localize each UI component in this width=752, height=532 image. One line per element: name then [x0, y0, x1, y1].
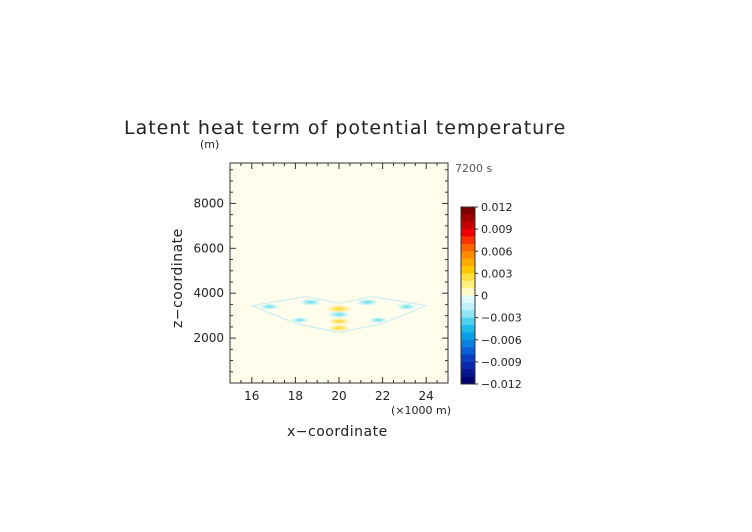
colorbar-segment [461, 273, 475, 282]
colorbar-label: −0.009 [481, 356, 522, 369]
colorbar-segment [461, 280, 475, 289]
colorbar-segment [461, 207, 475, 215]
colorbar-label: 0.009 [481, 223, 513, 236]
field-feature-5 [355, 298, 380, 307]
x-tick-label: 20 [331, 389, 346, 403]
colorbar-label: 0 [481, 290, 488, 303]
chart-title: Latent heat term of potential temperatur… [124, 117, 566, 139]
colorbar-segment [461, 251, 475, 259]
x-tick-label: 24 [419, 389, 434, 403]
colorbar-segment [461, 302, 475, 311]
colorbar-segment [461, 221, 475, 230]
field-feature-4 [298, 298, 323, 307]
field-feature-3 [326, 324, 352, 332]
colorbar-segment [461, 295, 475, 304]
colorbar-segment [461, 361, 475, 370]
x-tick-label: 22 [375, 389, 390, 403]
x-axis-ticks: 16 18 20 22 24 [229, 163, 449, 403]
y-tick-label: 4000 [193, 286, 224, 300]
colorbar: 0.012 0.009 0.006 0.003 0 −0.003 −0.006 −0.009 −… [460, 201, 522, 391]
x-tick-label: 16 [244, 389, 259, 403]
y-axis-label: z−coordinate [170, 228, 186, 328]
colorbar-segment [461, 229, 475, 237]
heat-field [249, 295, 429, 334]
colorbar-label: 0.006 [481, 245, 513, 258]
colorbar-segment [461, 288, 475, 296]
field-feature-2 [326, 317, 352, 326]
colorbar-segment [461, 332, 475, 341]
colorbar-segment [461, 266, 475, 274]
colorbar-label: −0.006 [481, 334, 522, 347]
time-label: 7200 s [455, 162, 492, 175]
colorbar-segment [461, 317, 475, 326]
colorbar-segment [461, 376, 475, 385]
field-feature-8 [289, 316, 310, 324]
colorbar-segment [461, 310, 475, 318]
y-tick-label: 6000 [193, 241, 224, 255]
field-feature-9 [368, 316, 389, 324]
colorbar-label: −0.003 [481, 312, 522, 325]
colorbar-segment [461, 236, 475, 245]
colorbar-segment [461, 214, 475, 223]
colorbar-segment [461, 258, 475, 267]
colorbar-segment [461, 347, 475, 355]
field-feature-7 [395, 303, 418, 311]
plot-area [230, 163, 448, 383]
y-tick-label: 8000 [193, 196, 224, 210]
x-axis-label: x−coordinate [287, 424, 388, 440]
colorbar-segment [461, 354, 475, 363]
colorbar-segment [461, 325, 475, 333]
colorbar-label: −0.012 [481, 378, 522, 391]
x-tick-label: 18 [288, 389, 303, 403]
colorbar-segment [461, 369, 475, 377]
colorbar-label: 0.012 [481, 201, 513, 214]
field-feature-6 [258, 303, 281, 311]
y-axis-ticks: 2000 4000 6000 8000 [193, 169, 448, 384]
y-unit-label: (m) [200, 138, 219, 151]
colorbar-segment [461, 243, 475, 252]
perturbation-envelope [249, 295, 429, 334]
x-unit-label: (×1000 m) [391, 404, 451, 417]
y-tick-label: 2000 [193, 331, 224, 345]
colorbar-segment [461, 339, 475, 348]
colorbar-label: 0.003 [481, 267, 513, 280]
field-feature-1 [326, 310, 352, 319]
field-feature-0 [324, 304, 354, 314]
